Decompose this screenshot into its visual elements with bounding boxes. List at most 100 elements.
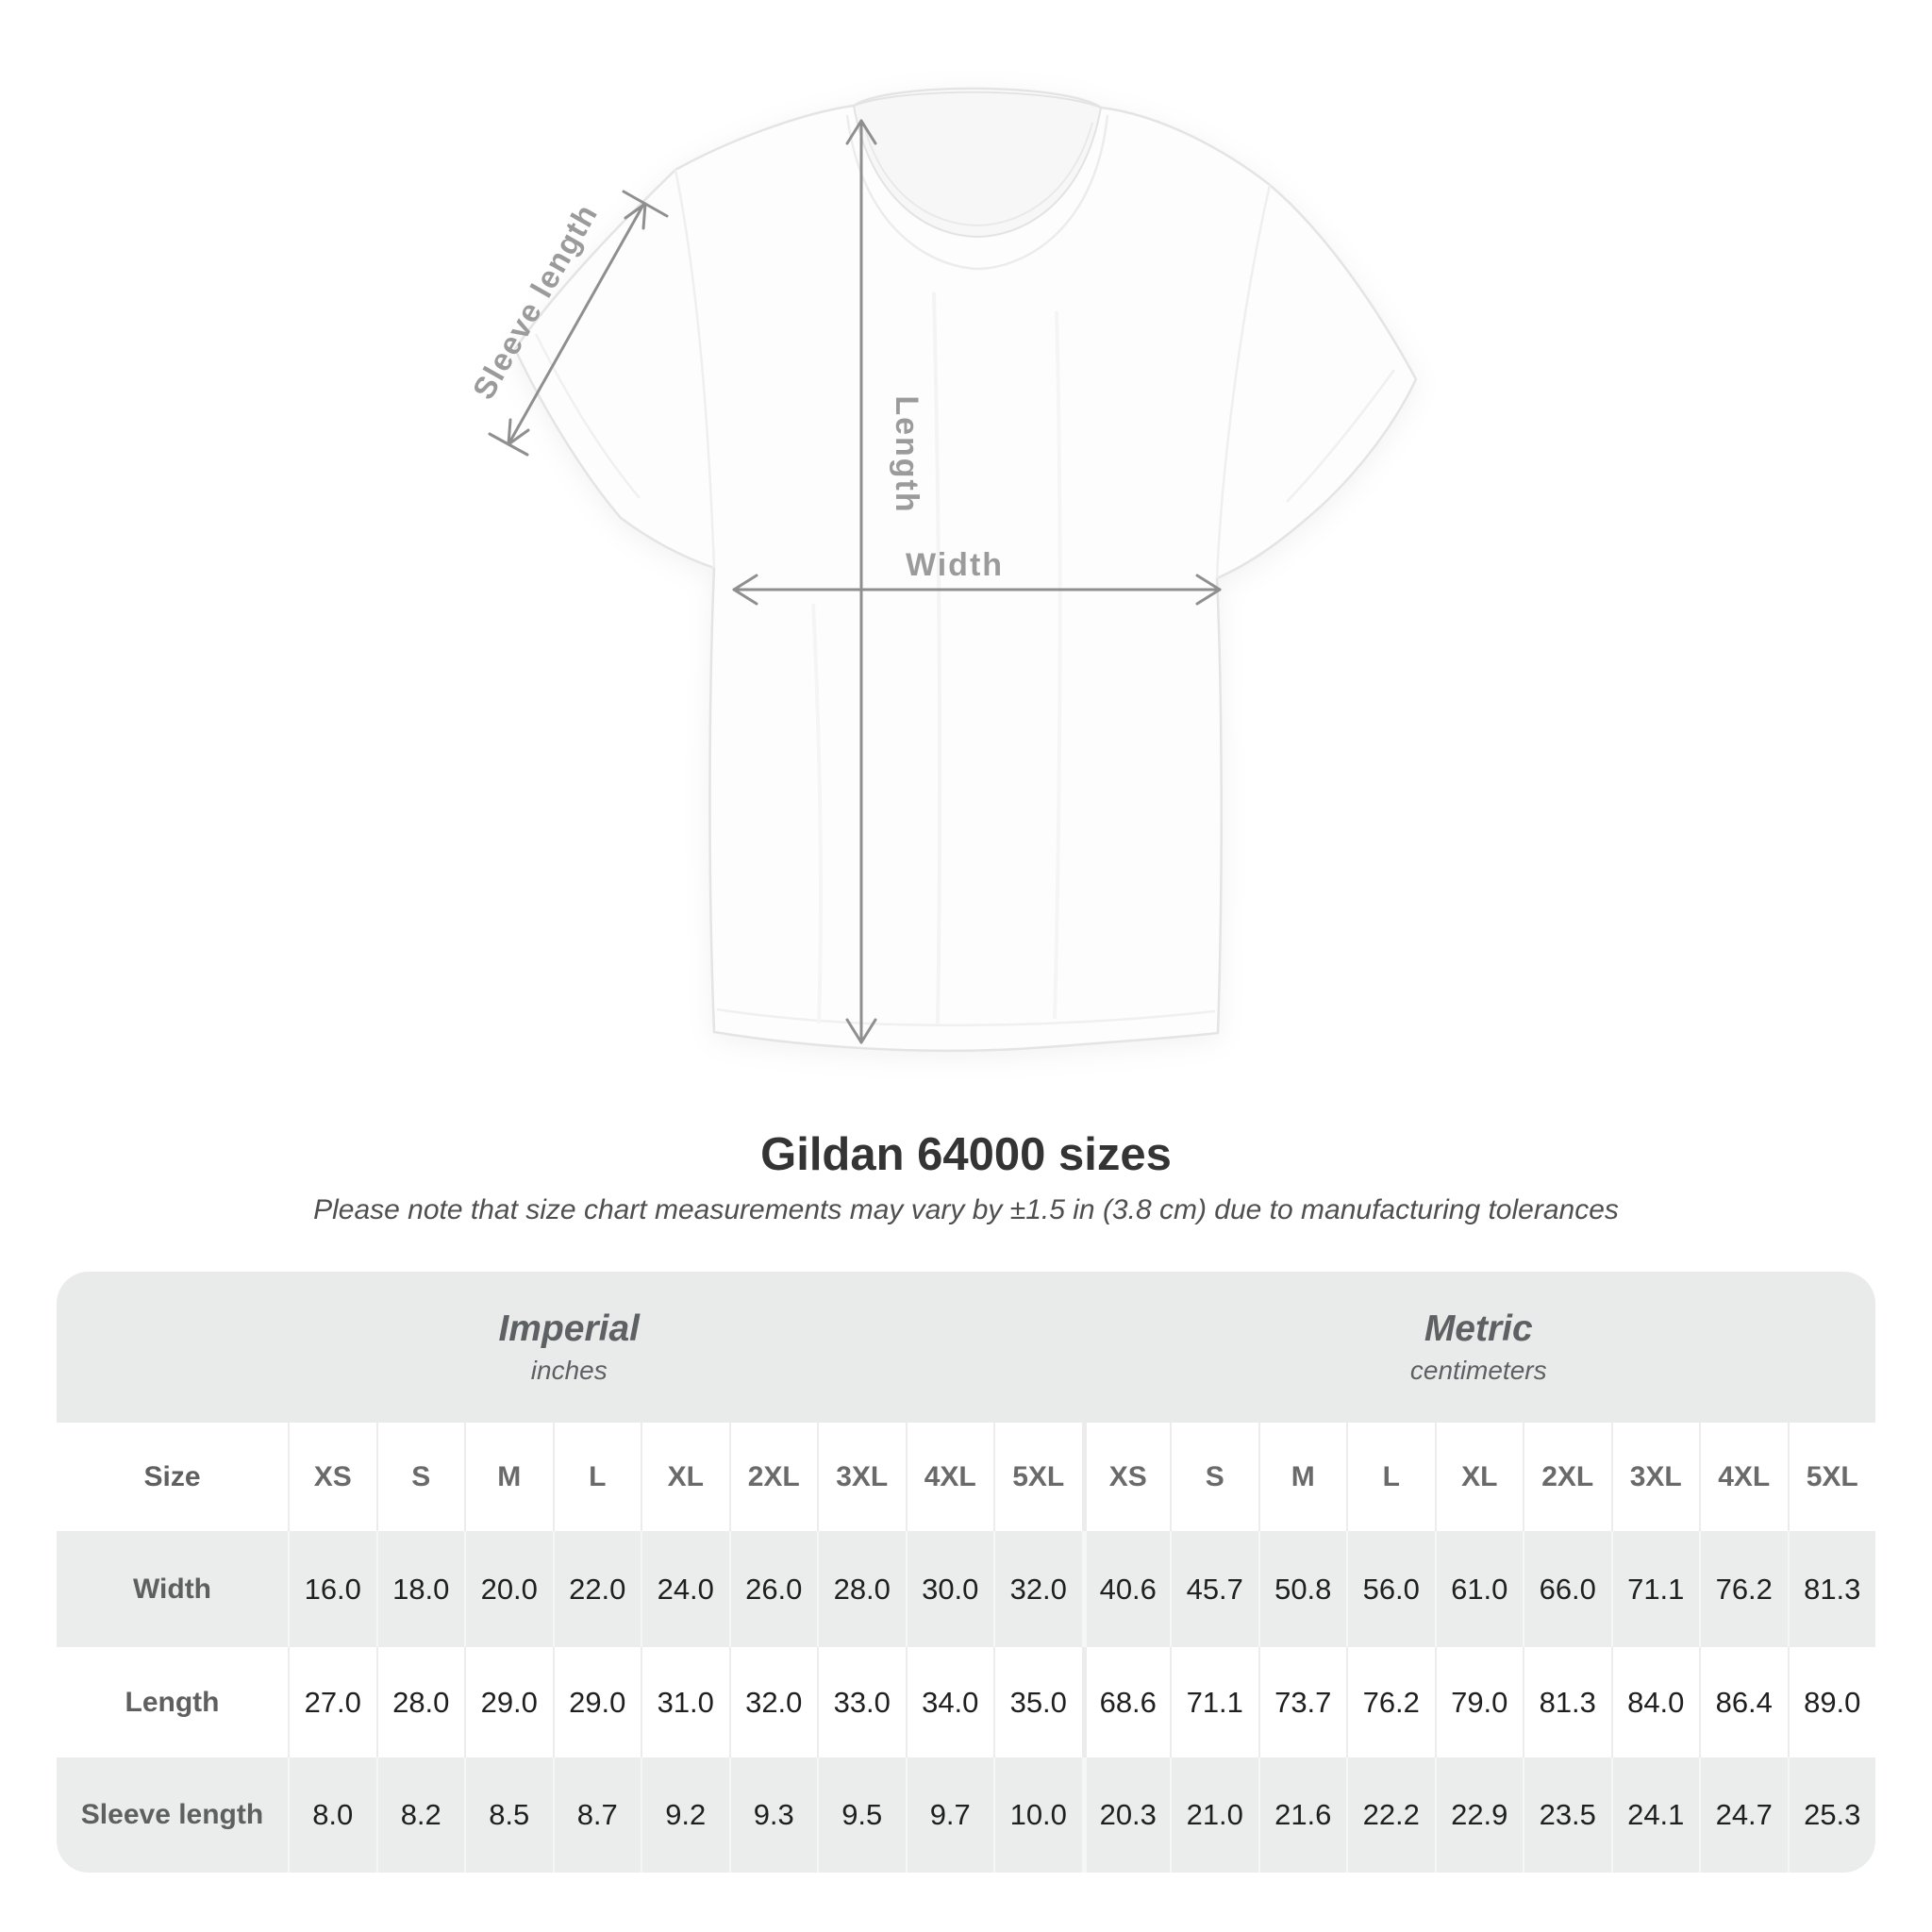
value-cell: 8.5 <box>464 1757 553 1873</box>
value-cell: 21.6 <box>1257 1757 1347 1873</box>
hem-stitch <box>716 1008 1216 1027</box>
size-table: Imperial inches Metric centimeters Size … <box>57 1272 1875 1873</box>
value-cell: 66.0 <box>1523 1531 1611 1647</box>
value-cell: 16.0 <box>288 1531 376 1647</box>
metric-header: Metric centimeters <box>1082 1272 1876 1423</box>
value-cell: 9.7 <box>905 1757 994 1873</box>
value-cell: 32.0 <box>728 1647 818 1757</box>
size-col-header: XL <box>1434 1423 1524 1531</box>
size-col-header: M <box>1257 1423 1347 1531</box>
size-col-header: L <box>1346 1423 1435 1531</box>
size-header-row: Size XS S M L XL 2XL 3XL 4XL 5XL XS S M L XL 2XL 3XL 4XL… <box>57 1423 1875 1531</box>
value-cell: 26.0 <box>728 1531 818 1647</box>
value-cell: 29.0 <box>464 1647 553 1757</box>
value-cell: 9.5 <box>817 1757 906 1873</box>
size-col-header: 3XL <box>1610 1423 1700 1531</box>
size-col-header: 2XL <box>728 1423 818 1531</box>
page-title: Gildan 64000 sizes <box>760 1129 1172 1180</box>
value-cell: 8.0 <box>288 1757 376 1873</box>
value-cell: 50.8 <box>1257 1531 1347 1647</box>
value-cell: 20.3 <box>1081 1757 1171 1873</box>
size-col-header: XL <box>641 1423 729 1531</box>
value-cell: 21.0 <box>1170 1757 1258 1873</box>
size-col-header: XS <box>1081 1423 1171 1531</box>
value-cell: 24.0 <box>641 1531 729 1647</box>
wrinkle <box>932 291 942 1024</box>
value-cell: 71.1 <box>1170 1647 1258 1757</box>
wrinkle <box>811 603 823 1024</box>
size-col-header: 3XL <box>817 1423 906 1531</box>
value-cell: 61.0 <box>1434 1531 1524 1647</box>
tshirt-body <box>513 87 1418 1053</box>
value-cell: 9.3 <box>728 1757 818 1873</box>
value-cell: 34.0 <box>905 1647 994 1757</box>
value-cell: 31.0 <box>641 1647 729 1757</box>
value-cell: 35.0 <box>993 1647 1082 1757</box>
value-cell: 86.4 <box>1699 1647 1788 1757</box>
size-col-header: 5XL <box>1787 1423 1876 1531</box>
size-col-header: XS <box>288 1423 376 1531</box>
row-label-sleeve-length: Sleeve length <box>80 1799 264 1830</box>
value-cell: 18.0 <box>375 1531 465 1647</box>
length-row: Length 27.0 28.0 29.0 29.0 31.0 32.0 33.0 34.0 3… <box>57 1647 1875 1757</box>
value-cell: 73.7 <box>1257 1647 1347 1757</box>
value-cell: 23.5 <box>1523 1757 1611 1873</box>
value-cell: 8.7 <box>552 1757 641 1873</box>
tolerance-note: Please note that size chart measurements… <box>313 1194 1619 1225</box>
value-cell: 33.0 <box>817 1647 906 1757</box>
length-arrow <box>845 119 877 1044</box>
tshirt-graphic <box>513 87 1418 1053</box>
right-cuff-stitch <box>1286 369 1396 503</box>
value-cell: 68.6 <box>1081 1647 1171 1757</box>
size-col-header: 2XL <box>1523 1423 1611 1531</box>
size-col-header: S <box>375 1423 465 1531</box>
value-cell: 89.0 <box>1787 1647 1876 1757</box>
value-cell: 71.1 <box>1610 1531 1700 1647</box>
value-cell: 76.2 <box>1699 1531 1788 1647</box>
value-cell: 24.1 <box>1610 1757 1700 1873</box>
value-cell: 22.9 <box>1434 1757 1524 1873</box>
value-cell: 9.2 <box>641 1757 729 1873</box>
length-annotation: Length <box>889 395 924 513</box>
row-label-width: Width <box>132 1573 212 1605</box>
width-row: Width 16.0 18.0 20.0 22.0 24.0 26.0 28.0 30.0 32… <box>57 1531 1875 1647</box>
size-col-header: M <box>464 1423 553 1531</box>
imperial-header: Imperial inches <box>57 1272 1082 1423</box>
value-cell: 29.0 <box>552 1647 641 1757</box>
size-col-header: 4XL <box>905 1423 994 1531</box>
imperial-unit-label: inches <box>530 1356 608 1385</box>
size-column-label: Size <box>143 1460 201 1492</box>
value-cell: 20.0 <box>464 1531 553 1647</box>
width-annotation: Width <box>906 547 1004 583</box>
collar-rib-seam <box>862 122 1093 227</box>
value-cell: 81.3 <box>1523 1647 1611 1757</box>
value-cell: 84.0 <box>1610 1647 1700 1757</box>
size-col-header: L <box>552 1423 641 1531</box>
value-cell: 79.0 <box>1434 1647 1524 1757</box>
sleeve-length-row: Sleeve length 8.0 8.2 8.5 8.7 9.2 9.3 9.5 9.7 10… <box>57 1757 1875 1873</box>
collar-band-seam <box>845 114 1109 271</box>
value-cell: 22.2 <box>1346 1757 1435 1873</box>
imperial-label: Imperial <box>498 1308 641 1349</box>
value-cell: 56.0 <box>1346 1531 1435 1647</box>
left-cuff-stitch <box>534 333 641 499</box>
row-label-length: Length <box>125 1686 220 1718</box>
value-cell: 25.3 <box>1787 1757 1876 1873</box>
size-col-header: S <box>1170 1423 1258 1531</box>
unit-header-row: Imperial inches Metric centimeters <box>57 1272 1875 1423</box>
value-cell: 10.0 <box>993 1757 1082 1873</box>
collar-opening <box>852 91 1103 239</box>
value-cell: 28.0 <box>375 1647 465 1757</box>
value-cell: 32.0 <box>993 1531 1082 1647</box>
value-cell: 40.6 <box>1081 1531 1171 1647</box>
wrinkle <box>1053 310 1062 1020</box>
size-col-header: 5XL <box>993 1423 1082 1531</box>
value-cell: 30.0 <box>905 1531 994 1647</box>
left-sleeve-seam <box>674 169 716 569</box>
value-cell: 22.0 <box>552 1531 641 1647</box>
value-cell: 27.0 <box>288 1647 376 1757</box>
metric-unit-label: centimeters <box>1409 1356 1547 1385</box>
value-cell: 81.3 <box>1787 1531 1876 1647</box>
value-cell: 76.2 <box>1346 1647 1435 1757</box>
tshirt-measurement-diagram: Sleeve length Length Width <box>465 87 1418 1053</box>
